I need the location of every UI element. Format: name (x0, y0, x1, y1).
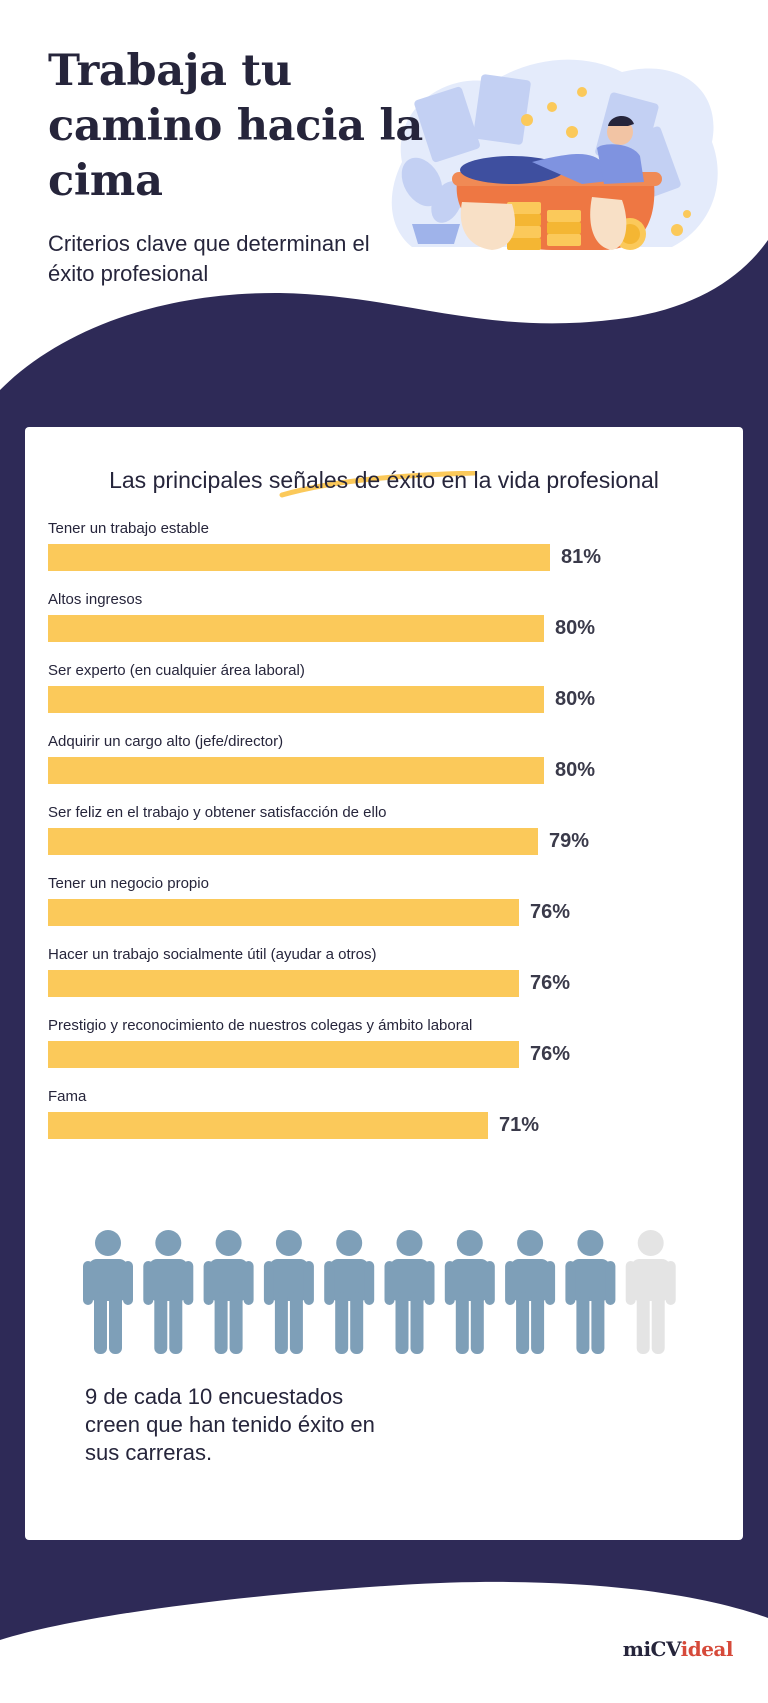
person-icon (625, 1230, 676, 1354)
bar (48, 828, 538, 855)
bar (48, 970, 519, 997)
bar (48, 686, 544, 713)
bar-label: Ser feliz en el trabajo y obtener satisf… (48, 804, 387, 821)
person-icon (444, 1230, 495, 1354)
chart-card: Las principales señales de éxito en la v… (25, 427, 743, 1540)
brand-logo: miCVideal (622, 1637, 734, 1661)
bar (48, 899, 519, 926)
bar-value-label: 81% (561, 546, 602, 568)
bar-value-label: 71% (499, 1114, 540, 1136)
bar-value-label: 79% (549, 830, 590, 852)
brand-logo-part1: miCV (622, 1637, 681, 1661)
bar-label: Fama (48, 1088, 87, 1105)
person-icon (203, 1230, 254, 1354)
bar-label: Hacer un trabajo socialmente útil (ayuda… (48, 946, 377, 963)
bar-label: Adquirir un cargo alto (jefe/director) (48, 733, 284, 750)
bar-value-label: 80% (555, 759, 596, 781)
bar-value-label: 80% (555, 688, 596, 710)
person-icon (565, 1230, 616, 1354)
bar (48, 615, 544, 642)
page-subtitle: Criterios clave que determinan el éxito … (48, 231, 370, 286)
page-title: Trabaja tu camino hacia la cima (48, 46, 423, 206)
bar (48, 1041, 519, 1068)
header: Trabaja tu camino hacia la cima Criterio… (48, 44, 468, 289)
bar-label: Altos ingresos (48, 591, 143, 608)
bar-value-label: 76% (530, 901, 571, 923)
pictogram-caption: 9 de cada 10 encuestados creen que han t… (85, 1384, 375, 1465)
bar-label: Ser experto (en cualquier área laboral) (48, 662, 305, 679)
person-icon (263, 1230, 314, 1354)
bar-value-label: 80% (555, 617, 596, 639)
brand-logo-part2: ideal (680, 1637, 734, 1661)
person-icon (143, 1230, 194, 1354)
person-icon (384, 1230, 435, 1354)
bar (48, 544, 550, 571)
person-icon (324, 1230, 375, 1354)
title-highlight-stroke (279, 471, 477, 498)
person-icon (505, 1230, 556, 1354)
bar-label: Tener un negocio propio (48, 875, 209, 892)
bar-label: Prestigio y reconocimiento de nuestros c… (48, 1017, 473, 1034)
person-icon (83, 1230, 133, 1354)
bar-value-label: 76% (530, 1043, 571, 1065)
money-bathtub-illustration (391, 59, 718, 250)
people-pictogram (83, 1230, 676, 1354)
bar (48, 757, 544, 784)
bar-label: Tener un trabajo estable (48, 520, 209, 537)
bar (48, 1112, 488, 1139)
bar-value-label: 76% (530, 972, 571, 994)
chart-title: Las principales señales de éxito en la v… (109, 467, 659, 493)
